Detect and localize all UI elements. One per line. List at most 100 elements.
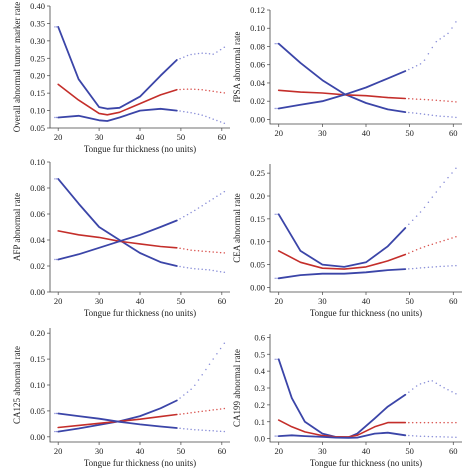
y-tick-label: 0.20 <box>30 328 45 338</box>
axes-frame <box>269 10 462 125</box>
y-tick-label: 0.10 <box>30 380 45 390</box>
y-tick-label: 0.10 <box>250 23 265 33</box>
series-dot-upper <box>435 115 438 117</box>
series-dot-lower <box>194 112 196 115</box>
x-tick-label: 40 <box>136 296 145 306</box>
series-line-lower <box>277 268 407 280</box>
series-dot-lower <box>427 53 430 55</box>
series-dot-lower <box>447 436 449 438</box>
series-dot-upper <box>431 380 434 382</box>
series-dot-estimate <box>411 98 414 100</box>
y-tick-label: 0.4 <box>254 366 265 376</box>
series-line-upper <box>277 42 407 113</box>
series-dot-upper <box>439 115 441 117</box>
series-dot-upper <box>408 391 410 393</box>
series-dot-estimate <box>427 244 430 247</box>
series-dot-lower <box>408 434 410 437</box>
series-line-upper <box>277 358 407 439</box>
series-dot-lower <box>447 265 449 267</box>
series-dot-estimate <box>455 101 457 103</box>
series-dot-lower <box>201 204 203 207</box>
series-dot-upper <box>276 43 278 45</box>
y-tick-label: 0.06 <box>250 60 265 70</box>
series-dot-lower <box>194 209 196 212</box>
series-dot-lower <box>212 197 214 200</box>
series-dot-estimate <box>451 100 453 103</box>
y-tick-label: 0.0 <box>254 434 265 444</box>
series-dot-estimate <box>435 421 438 424</box>
series-dot-estimate <box>431 421 434 424</box>
series-dot-estimate <box>219 408 222 410</box>
series-dot-estimate <box>205 89 207 92</box>
series-dot-lower <box>447 32 449 35</box>
x-tick-label: 20 <box>274 296 283 306</box>
series-dot-estimate <box>419 98 422 101</box>
series-dot-upper <box>54 430 56 433</box>
series-dot-upper <box>186 54 189 57</box>
series-dot-upper <box>435 382 438 384</box>
series-line-lower <box>57 219 178 261</box>
series-dot-estimate <box>190 249 192 251</box>
series-dot-upper <box>415 112 418 115</box>
y-axis-label: AFP abnormal rate <box>12 193 22 261</box>
y-tick-label: 0.05 <box>30 123 45 133</box>
y-tick-label: 0.10 <box>30 106 45 116</box>
x-axis-label: Tongue fur thickness (no units) <box>84 458 196 468</box>
series-dot-lower <box>216 430 218 432</box>
series-dot-estimate <box>443 421 445 424</box>
series-dot-lower <box>197 429 200 431</box>
series-dot-upper <box>197 52 200 55</box>
chart-panel-2: 20 30 40 50 60 0.00 0.02 0.04 0.06 0.08 0.10 0.12 fP… <box>232 5 462 138</box>
x-tick-label: 20 <box>54 446 63 456</box>
series-dot-lower <box>54 116 56 119</box>
series-dot-lower <box>208 429 211 432</box>
series-dot-upper <box>423 113 426 115</box>
series-dot-upper <box>408 223 410 226</box>
series-dot-upper <box>194 267 196 270</box>
x-tick-label: 20 <box>274 128 283 138</box>
series-dot-upper <box>274 358 276 360</box>
series-dot-lower <box>208 200 211 202</box>
x-tick-label: 50 <box>405 128 414 138</box>
series-dot-lower <box>423 59 426 61</box>
axes-frame <box>269 334 462 443</box>
x-tick-label: 30 <box>318 128 327 138</box>
series-dot-lower <box>183 110 185 113</box>
series-lower <box>54 412 226 433</box>
series-dot-lower <box>55 116 58 119</box>
series-dot-estimate <box>447 421 449 424</box>
x-tick-label: 40 <box>136 446 145 456</box>
x-tick-label: 50 <box>405 446 414 456</box>
series-dot-lower <box>439 265 441 268</box>
series-dot-lower <box>190 111 192 114</box>
series-dot-lower <box>443 265 445 267</box>
series-dot-upper <box>55 178 58 180</box>
series-dot-estimate <box>186 88 189 90</box>
series-dot-upper <box>201 374 203 376</box>
series-dot-estimate <box>451 421 453 424</box>
series-dot-upper <box>443 386 445 389</box>
series-dot-upper <box>223 271 226 273</box>
x-tick-label: 30 <box>95 132 104 142</box>
series-dot-lower <box>223 122 226 124</box>
x-tick-label: 40 <box>362 128 371 138</box>
series-dot-estimate <box>415 421 418 424</box>
series-dot-upper <box>419 383 422 385</box>
series-dot-upper <box>443 115 445 118</box>
series-dot-estimate <box>190 411 192 414</box>
series-dot-estimate <box>208 250 211 253</box>
chart-panel-4: 20 30 40 50 60 0.00 0.05 0.10 0.15 0.20 0.25 Tongue… <box>232 164 462 318</box>
series-dot-lower <box>205 202 207 205</box>
series-dot-estimate <box>408 252 410 254</box>
series-dot-estimate <box>205 250 207 253</box>
series-dot-upper <box>201 52 203 54</box>
series-dot-lower <box>197 207 200 209</box>
series-dot-estimate <box>186 248 189 251</box>
y-tick-label: 0.02 <box>250 96 265 106</box>
series-dot-lower <box>431 46 434 49</box>
series-dot-upper <box>435 191 438 193</box>
y-axis-label: fPSA abnormal rate <box>232 32 242 103</box>
series-line-estimate <box>277 419 407 438</box>
series-dot-lower <box>439 38 441 40</box>
series-dot-upper <box>54 26 56 28</box>
